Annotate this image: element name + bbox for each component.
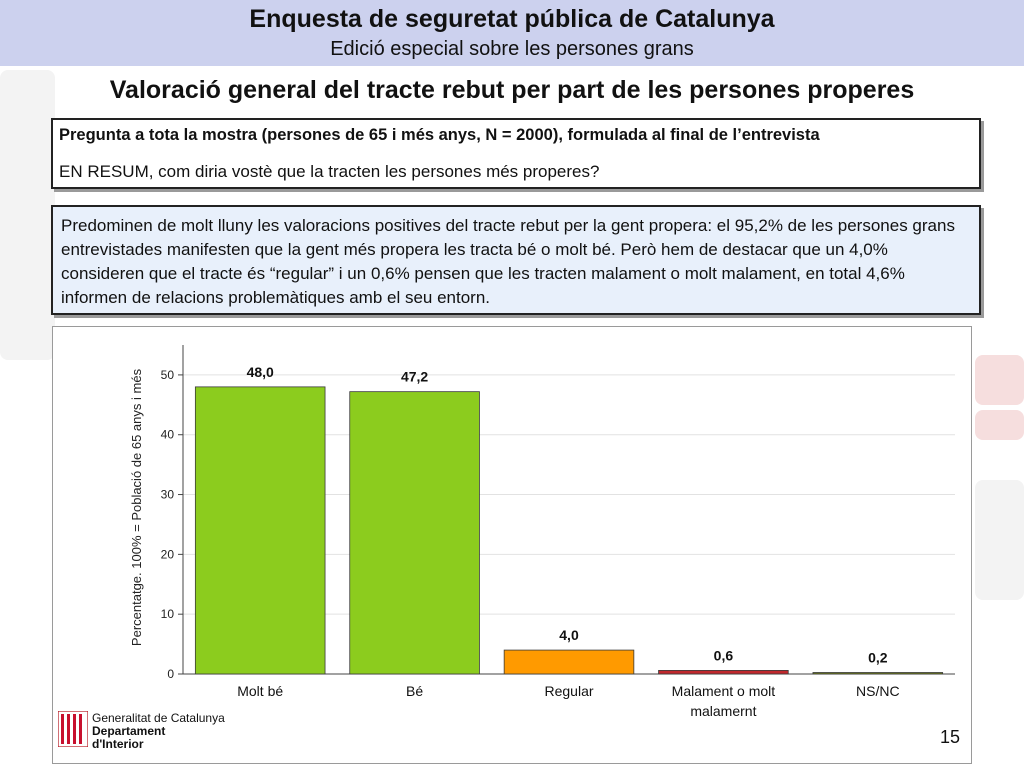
data-label: 47,2	[401, 369, 428, 385]
bar	[812, 672, 944, 675]
slide-header: Enquesta de seguretat pública de Catalun…	[0, 0, 1024, 66]
question-text: EN RESUM, com diria vostè que la tracten…	[59, 162, 600, 181]
question-scope: Pregunta a tota la mostra (persones de 6…	[59, 126, 820, 144]
x-tick-label: NS/NC	[856, 683, 900, 699]
background-watermark	[975, 480, 1024, 600]
summary-box: Predominen de molt lluny les valoracions…	[51, 205, 981, 315]
y-axis-label: Percentatge. 100% = Població de 65 anys …	[129, 368, 144, 646]
header-subtitle: Edició especial sobre les persones grans	[330, 38, 694, 60]
bar	[658, 670, 789, 675]
data-label: 48,0	[247, 364, 274, 380]
page-number: 15	[940, 727, 961, 747]
y-tick-label: 20	[161, 547, 175, 561]
summary-text: Predominen de molt lluny les valoracions…	[61, 216, 955, 307]
data-label: 4,0	[559, 627, 579, 643]
data-label: 0,2	[868, 650, 888, 666]
x-tick-label: Bé	[406, 683, 423, 699]
x-tick-label: Molt bé	[237, 683, 283, 699]
catalan-flag-icon	[57, 710, 89, 748]
chart-frame: 0 10 20 30 40 50 Percentatge. 100% = Població …	[52, 326, 972, 764]
question-box: Pregunta a tota la mostra (persones de 6…	[51, 118, 981, 189]
x-tick-label: Malament o molt malamernt	[672, 683, 776, 719]
section-title: Valoració general del tracte rebut per p…	[109, 76, 915, 104]
y-tick-label: 50	[161, 368, 175, 382]
data-label: 0,6	[714, 647, 734, 663]
y-tick-label: 40	[161, 428, 175, 442]
bar	[349, 391, 480, 675]
background-watermark	[975, 410, 1024, 440]
y-tick-label: 30	[161, 488, 175, 502]
logo-line-1: Generalitat de Catalunya	[92, 711, 225, 725]
y-tick-label: 0	[167, 667, 174, 681]
x-tick-label: Regular	[544, 683, 593, 699]
bar	[503, 649, 635, 675]
generalitat-logo: Generalitat de Catalunya Departament d'I…	[57, 710, 258, 751]
logo-line-3: d'Interior	[92, 737, 144, 751]
background-watermark	[975, 355, 1024, 405]
bar	[194, 386, 326, 675]
y-tick-label: 10	[161, 607, 175, 621]
bar-chart: 0 10 20 30 40 50 Percentatge. 100% = Població …	[129, 345, 955, 719]
logo-line-2: Departament	[92, 724, 166, 738]
background-watermark	[0, 70, 55, 360]
header-title: Enquesta de seguretat pública de Catalun…	[249, 5, 775, 33]
